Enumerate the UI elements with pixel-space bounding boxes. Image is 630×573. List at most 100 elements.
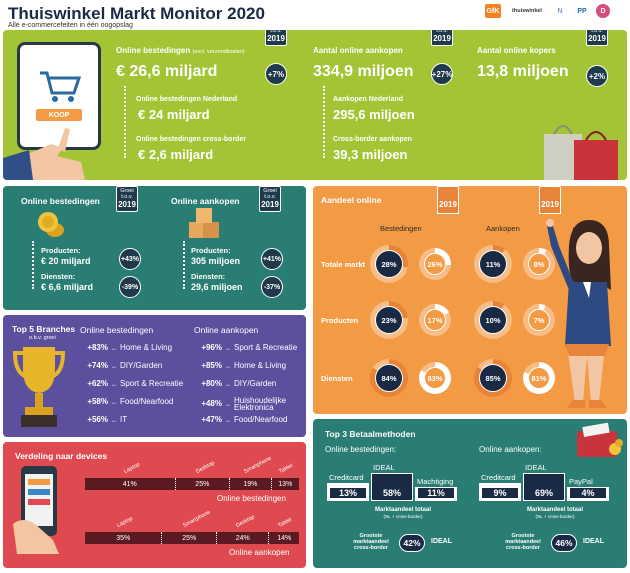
partner-logo: N — [557, 7, 563, 15]
branch-row: +85% ↔ Home & Living — [195, 361, 306, 370]
arrow-icon: ↔ — [225, 346, 231, 352]
donut-core: 8% — [528, 253, 550, 275]
branch-pct: +83% — [87, 343, 108, 352]
aandeel-col-aankopen: Aankopen — [486, 224, 520, 233]
pay-method-name: Creditcard — [481, 473, 516, 482]
stacked-bar: 35% 25% 24% 14% — [85, 532, 299, 544]
branch-row: +62% ↔ Sport & Recreatie — [81, 379, 194, 388]
sub-metric-label: Aankopen Nederland — [333, 96, 404, 103]
branch-name: Sport & Recreatie — [120, 379, 184, 389]
arrow-icon: ↔ — [111, 364, 117, 370]
aandeel-row-label: Totale markt — [321, 260, 366, 269]
growth-circle: -37% — [261, 276, 283, 298]
device-label: Laptop — [116, 515, 135, 529]
trophy-icon — [13, 347, 65, 427]
split-row-value: 29,6 miljoen — [191, 282, 243, 292]
branch-row: +80% ↔ DIY/Garden — [195, 379, 306, 388]
shopping-bags-icon — [544, 125, 618, 180]
arrow-icon: ↔ — [225, 382, 231, 388]
page-title: Thuiswinkel Markt Monitor 2020 — [8, 4, 265, 23]
branches-col1-title: Online bestedingen — [80, 325, 154, 335]
cb-left-method: IDEAL — [431, 538, 452, 545]
donut-ring: 81% — [523, 362, 555, 394]
branch-pct: +58% — [87, 397, 108, 406]
donut-ring: 17% — [419, 304, 451, 336]
pay-method-pct: 11% — [418, 488, 454, 498]
bar-segment: 19% — [229, 478, 270, 490]
pay-method-name: Creditcard — [329, 473, 364, 482]
sub-metric-value: € 2,6 miljard — [138, 147, 214, 162]
arrow-icon: ↔ — [225, 402, 231, 409]
branch-pct: +56% — [87, 415, 108, 424]
donut-core: 11% — [479, 250, 507, 278]
branches-title: Top 5 Branches — [12, 324, 76, 334]
split-row-label: Producten: — [191, 246, 231, 255]
split-row-label: Diensten: — [41, 272, 76, 281]
devices-bestedingen-label: Online bestedingen — [217, 494, 286, 503]
branch-row: +96% ↔ Sport & Recreatie — [195, 343, 306, 352]
device-label: Laptop — [122, 461, 141, 475]
branch-pct: +62% — [87, 379, 108, 388]
arrow-icon: ↔ — [111, 418, 117, 424]
device-label: Tablet — [276, 516, 293, 529]
cb-left-circle: 42% — [399, 534, 425, 552]
pay-method-box: 69% — [523, 473, 565, 501]
coins-icon — [38, 212, 64, 237]
page-subtitle: Alle e-commercefeiten in één oogopslag — [8, 22, 133, 29]
sub-metric-value: € 24 miljard — [138, 107, 210, 122]
branch-name: Home & Living — [234, 361, 287, 371]
branch-row: +48% ↔Huishoudelijke Elektronica — [195, 397, 306, 412]
hero-metric-label: Aantal online aankopen — [313, 46, 403, 55]
donut-ring: 28% — [370, 245, 408, 283]
donut-core: 26% — [424, 253, 446, 275]
smartphone-icon — [13, 466, 59, 554]
donut-ring: 26% — [419, 248, 451, 280]
pay-method-name: Machtiging — [417, 477, 454, 486]
aandeel-col-bestedingen: Bestedingen — [380, 224, 422, 233]
aandeel-panel: Aandeel online 2019 2019 Bestedingen Aan… — [313, 186, 627, 414]
dotted-connector — [183, 241, 185, 289]
device-label: Desktop — [194, 460, 216, 475]
pay-method-box: 11% — [415, 487, 457, 501]
donut-ring: 85% — [474, 359, 512, 397]
branch-row: +83% ↔ Home & Living — [81, 343, 194, 352]
sub-metric-value: 39,3 miljoen — [333, 147, 408, 162]
hero-metric-label: Aantal online kopers — [477, 46, 556, 55]
bar-segment: 24% — [216, 532, 268, 544]
betaal-left-title: Online bestedingen: — [325, 445, 397, 454]
tablet-illustration: KOOP — [17, 42, 101, 150]
bar-segment: 41% — [122, 480, 137, 488]
bar-segment: 14% — [268, 532, 299, 544]
gfk-logo: GfK — [485, 4, 501, 18]
growth-circle: +43% — [119, 248, 141, 270]
donut-ring: 11% — [474, 245, 512, 283]
betaal-right-title: Online aankopen: — [479, 445, 542, 454]
totaal-label: Marktaandeel totaal — [526, 507, 584, 513]
pay-method-name: IDEAL — [373, 463, 395, 472]
arrow-icon: ↔ — [225, 418, 231, 424]
cb-right-circle: 46% — [551, 534, 577, 552]
branch-row: +47% ↔ Food/Nearfood — [195, 415, 306, 424]
betaal-panel: Top 3 Betaalmethoden Online bestedingen:… — [313, 419, 627, 568]
pay-method-box: 58% — [371, 473, 413, 501]
pay-method-box: 13% — [327, 483, 369, 501]
hero-panel: KOOP Online bestedingen (excl. verzendko… — [3, 30, 627, 180]
year-tag: 2019 — [539, 186, 561, 214]
growth-circle: -39% — [119, 276, 141, 298]
branch-pct: +85% — [201, 361, 222, 370]
aandeel-title: Aandeel online — [321, 195, 382, 205]
branches-panel: Top 5 Branches o.b.v. groei Online beste… — [3, 315, 306, 437]
aandeel-row-label: Diensten — [321, 374, 353, 383]
bar-segment: 35% — [116, 534, 131, 542]
split-row-value: € 20 miljard — [41, 256, 91, 266]
dotted-connector — [124, 86, 126, 158]
branch-row: +56% ↔ IT — [81, 415, 194, 424]
branches-note: o.b.v. groei — [29, 335, 56, 341]
donut-core: 83% — [424, 367, 446, 389]
bar-segment: 25% — [174, 478, 230, 490]
device-label: Tablet — [277, 462, 294, 475]
koop-button: KOOP — [36, 109, 82, 121]
devices-panel: Verdeling naar devices 41% 25% 19% 13% Lapto… — [3, 442, 306, 568]
device-label: Smartphone — [181, 509, 212, 529]
hero-metric-value: 334,9 miljoen — [313, 63, 414, 80]
